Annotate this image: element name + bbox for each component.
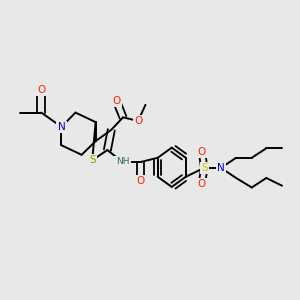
- Text: O: O: [112, 96, 121, 106]
- Text: N: N: [58, 122, 65, 132]
- Text: S: S: [89, 155, 96, 165]
- Text: NH: NH: [116, 158, 129, 166]
- Text: S: S: [201, 163, 208, 173]
- Text: O: O: [137, 176, 145, 186]
- Text: O: O: [37, 85, 46, 95]
- Text: O: O: [198, 179, 206, 189]
- Text: O: O: [134, 116, 142, 126]
- Text: O: O: [198, 147, 206, 157]
- Text: N: N: [217, 163, 225, 173]
